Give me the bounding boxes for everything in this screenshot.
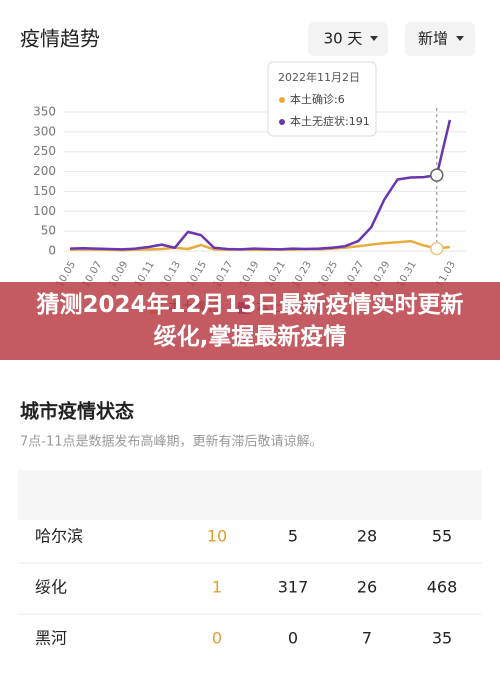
tooltip-dot (279, 97, 285, 103)
y-tick-label: 150 (33, 184, 56, 198)
table-cell: 317 (278, 578, 309, 597)
y-tick-label: 200 (33, 164, 56, 178)
banner: 猜测2024年12月13日最新疫情实时更新绥化,掌握最新疫情 (0, 282, 500, 360)
y-tick-label: 50 (41, 224, 56, 238)
hover-point (430, 241, 444, 256)
tooltip-dot (279, 119, 285, 125)
y-tick-label: 100 (33, 204, 56, 218)
banner-text: 猜测2024年12月13日最新疫情实时更新绥化,掌握最新疫情 (36, 292, 464, 350)
table-cell: 哈尔滨 (35, 527, 83, 546)
tooltip-item: 本土无症状:191 (290, 114, 370, 128)
caret (456, 36, 464, 41)
mode-button[interactable] (405, 22, 475, 56)
table-cell: 35 (432, 629, 452, 648)
mode-label[interactable]: 新增 (418, 30, 448, 48)
series-line (69, 119, 452, 251)
table-cell: 7 (362, 629, 372, 648)
hover-point (430, 168, 444, 182)
table-header-bg (18, 470, 482, 520)
table-cell: 绥化 (35, 578, 67, 597)
y-tick-label: 300 (33, 124, 56, 138)
table-cell: 28 (357, 527, 377, 546)
table-cell: 0 (288, 629, 298, 648)
y-tick-label: 350 (33, 105, 56, 119)
tooltip (267, 61, 377, 137)
range-button[interactable] (308, 22, 388, 56)
y-tick-label: 0 (48, 244, 56, 258)
tooltip-title: 2022年11月2日 (278, 70, 360, 84)
table-cell: 0 (212, 629, 222, 648)
section-subtitle: 7点-11点是数据发布高峰期，更新有滞后敬请谅解。 (20, 434, 323, 450)
table-cell: 黑河 (35, 629, 67, 648)
title: 疫情趋势 (20, 27, 100, 51)
table-cell: 10 (207, 527, 227, 546)
table-cell: 5 (288, 527, 298, 546)
section-title: 城市疫情状态 (20, 400, 134, 423)
y-tick-label: 250 (33, 144, 56, 158)
tooltip-item: 本土确诊:6 (290, 92, 345, 106)
table-cell: 55 (432, 527, 452, 546)
range-label[interactable]: 30 天 (324, 30, 363, 48)
caret (370, 36, 378, 41)
table-cell: 26 (357, 578, 377, 597)
table-cell: 1 (212, 578, 222, 597)
table-cell: 468 (427, 578, 458, 597)
